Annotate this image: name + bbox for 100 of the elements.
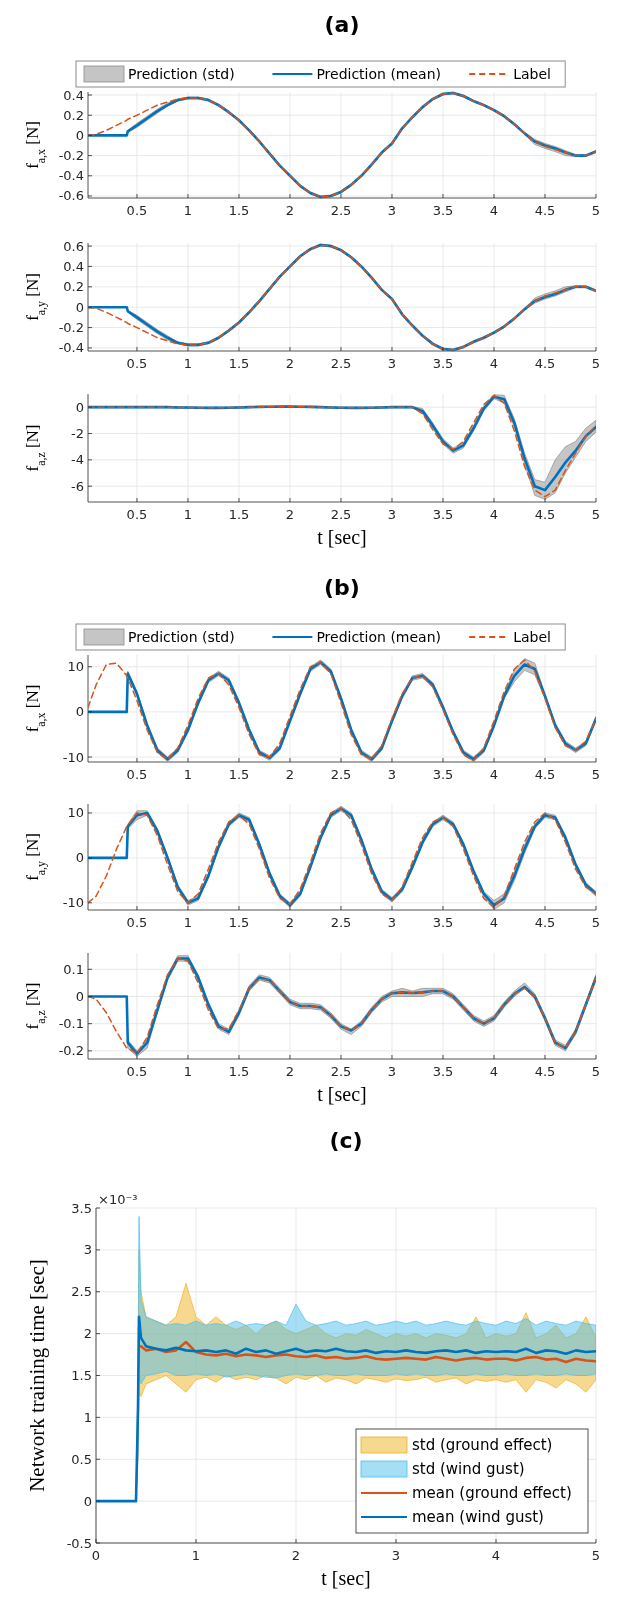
x-tick-label: 0.5 [126, 767, 148, 782]
x-tick-label: 4 [489, 1064, 499, 1079]
annotation: std (wind gust) [412, 1460, 525, 1478]
x-tick-label: 2 [291, 1548, 301, 1563]
x-tick-label: 4.5 [534, 767, 556, 782]
chart-title: (a) [324, 12, 360, 37]
x-tick-label: 4.5 [534, 915, 556, 930]
x-tick-label: 2.5 [330, 203, 352, 218]
x-tick-label: 2.5 [330, 356, 352, 371]
y-tick-label: -0.6 [58, 188, 84, 204]
y-tick-label: 0 [75, 299, 84, 315]
x-tick-label: 1 [191, 1548, 201, 1563]
annotation: std (ground effect) [412, 1436, 553, 1454]
x-tick-label: 1 [183, 203, 193, 218]
y-tick-label: 0.6 [63, 238, 84, 254]
x-tick-label: 2.5 [330, 915, 352, 930]
y-tick-label: -0.2 [58, 1043, 84, 1059]
x-tick-label: 3.5 [432, 915, 454, 930]
x-tick-label: 2 [285, 356, 295, 371]
y-tick-label: 0 [75, 399, 84, 415]
x-tick-label: 4.5 [534, 507, 556, 522]
y-axis-title: Network training time [sec] [25, 1259, 49, 1492]
x-tick-label: 0.5 [126, 507, 148, 522]
x-tick-label: 5 [591, 203, 601, 218]
y-tick-label: -0.1 [58, 1016, 84, 1032]
legend-label: Prediction (mean) [316, 66, 442, 82]
y-tick-label: 0.5 [71, 1451, 92, 1467]
x-tick-label: 1.5 [228, 507, 250, 522]
y-tick-label: -4 [71, 452, 84, 468]
x-tick-label: 5 [591, 1548, 601, 1563]
x-tick-label: 3 [387, 356, 397, 371]
y-tick-label: 0.2 [63, 279, 84, 295]
x-tick-label: 1.5 [228, 203, 250, 218]
x-tick-label: 3.5 [432, 356, 454, 371]
x-tick-label: 1.5 [228, 915, 250, 930]
x-tick-label: 5 [591, 915, 601, 930]
chart-title: (c) [329, 1128, 363, 1153]
y-tick-label: 2.5 [71, 1284, 92, 1300]
x-tick-label: 3.5 [432, 767, 454, 782]
y-tick-label: -6 [71, 478, 84, 494]
x-tick-label: 2.5 [330, 507, 352, 522]
y-tick-label: 10 [67, 659, 84, 675]
x-tick-label: 4 [491, 1548, 501, 1563]
x-tick-label: 4 [489, 767, 499, 782]
x-axis-title: t [sec] [317, 1083, 367, 1105]
y-tick-label: -0.2 [58, 320, 84, 336]
legend-label: Prediction (mean) [316, 629, 442, 645]
x-tick-label: 3 [387, 203, 397, 218]
x-tick-label: 1 [183, 1064, 193, 1079]
text: ×10⁻³ [98, 1192, 138, 1207]
y-tick-label: 1 [83, 1409, 92, 1425]
x-tick-label: 1 [183, 356, 193, 371]
x-tick-label: 4 [489, 356, 499, 371]
x-tick-label: 1.5 [228, 356, 250, 371]
y-tick-label: 0.4 [63, 258, 84, 274]
x-tick-label: 4.5 [534, 1064, 556, 1079]
y-tick-label: -0.5 [66, 1535, 92, 1551]
chart-title: (b) [324, 575, 360, 600]
y-tick-label: -10 [62, 895, 84, 911]
y-tick-label: 0 [75, 988, 84, 1004]
x-tick-label: 2.5 [330, 767, 352, 782]
y-tick-label: -2 [71, 426, 84, 442]
x-axis-title: t [sec] [321, 1567, 371, 1589]
y-tick-label: -0.4 [58, 168, 84, 184]
y-tick-label: 0.2 [63, 107, 84, 123]
y-tick-label: 2 [83, 1326, 92, 1342]
x-tick-label: 0.5 [126, 1064, 148, 1079]
x-axis-title: t [sec] [317, 526, 367, 548]
x-tick-label: 2 [285, 1064, 295, 1079]
x-tick-label: 3.5 [432, 1064, 454, 1079]
x-tick-label: 0.5 [126, 356, 148, 371]
x-tick-label: 0.5 [126, 915, 148, 930]
x-tick-label: 3 [387, 507, 397, 522]
x-tick-label: 2 [285, 507, 295, 522]
y-tick-label: 3.5 [71, 1200, 92, 1216]
x-tick-label: 1 [183, 915, 193, 930]
x-tick-label: 3 [387, 1064, 397, 1079]
y-tick-label: 3 [83, 1242, 92, 1258]
x-tick-label: 4.5 [534, 356, 556, 371]
y-tick-label: -0.2 [58, 148, 84, 164]
x-tick-label: 1 [183, 507, 193, 522]
x-tick-label: 1.5 [228, 1064, 250, 1079]
y-tick-label: 0 [75, 704, 84, 720]
legend-label: mean (wind gust) [412, 1508, 544, 1526]
x-tick-label: 4 [489, 507, 499, 522]
y-tick-label: 0 [75, 850, 84, 866]
x-tick-label: 1 [183, 767, 193, 782]
x-tick-label: 2 [285, 767, 295, 782]
x-tick-label: 4 [489, 203, 499, 218]
x-tick-label: 2.5 [330, 1064, 352, 1079]
y-tick-label: -10 [62, 749, 84, 765]
x-tick-label: 3.5 [432, 203, 454, 218]
x-tick-label: 2 [285, 203, 295, 218]
legend-label: mean (ground effect) [412, 1484, 572, 1502]
y-tick-label: 1.5 [71, 1368, 92, 1383]
x-tick-label: 3 [387, 915, 397, 930]
x-tick-label: 5 [591, 1064, 601, 1079]
text: Prediction (std) [128, 629, 235, 645]
y-tick-label: 0 [83, 1493, 92, 1509]
x-tick-label: 1.5 [228, 767, 250, 782]
